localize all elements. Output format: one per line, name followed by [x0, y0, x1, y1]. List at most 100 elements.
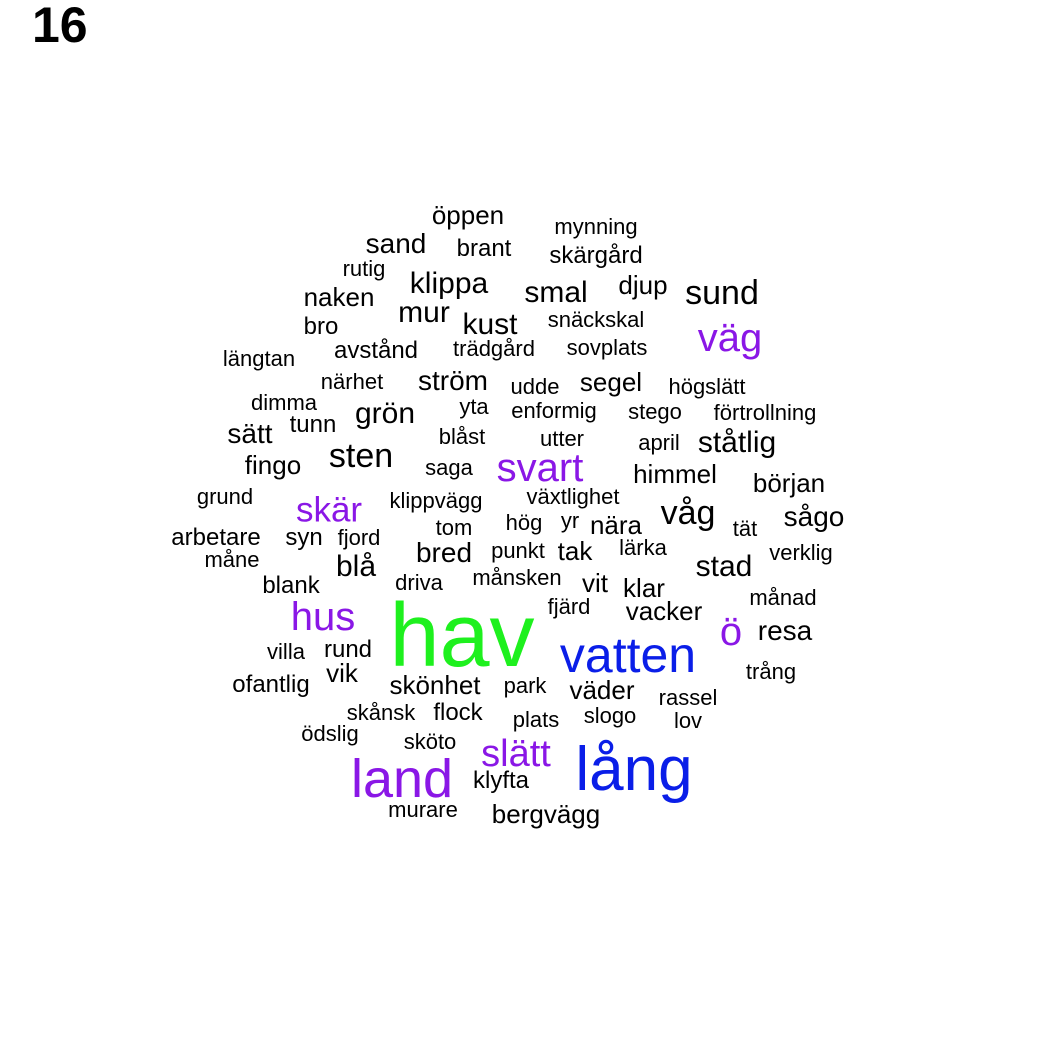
- cloud-word: vit: [582, 568, 608, 598]
- cloud-word: utter: [539, 426, 585, 451]
- cloud-word: sågo: [783, 501, 845, 532]
- cloud-word: verklig: [769, 540, 833, 565]
- cloud-word: lov: [673, 708, 703, 733]
- cloud-word: mur: [398, 296, 450, 329]
- cloud-word: fingo: [244, 450, 302, 480]
- cloud-word: kust: [462, 308, 518, 341]
- cloud-word: måne: [204, 547, 260, 572]
- cloud-word: sten: [328, 437, 394, 475]
- cloud-word: grund: [196, 484, 254, 509]
- cloud-word: skönhet: [389, 670, 481, 700]
- cloud-word: enformig: [511, 398, 597, 423]
- cloud-word: driva: [395, 570, 443, 595]
- cloud-word: månsken: [472, 565, 562, 590]
- cloud-word: stego: [628, 399, 682, 424]
- cloud-word: plats: [512, 707, 560, 732]
- cloud-word: förtrollning: [713, 400, 817, 425]
- cloud-word: väg: [697, 316, 763, 360]
- page-number-label: 16: [32, 0, 88, 53]
- cloud-word: öppen: [431, 200, 505, 230]
- cloud-word: rassel: [658, 685, 718, 710]
- cloud-word: brant: [456, 235, 512, 262]
- cloud-word: hus: [290, 595, 356, 639]
- cloud-word: sovplats: [566, 335, 648, 360]
- cloud-word: klar: [623, 573, 665, 603]
- cloud-word: tunn: [289, 411, 337, 438]
- cloud-word: sköto: [403, 729, 457, 754]
- cloud-word: bro: [303, 313, 339, 340]
- cloud-word: svart: [496, 446, 584, 490]
- cloud-word: klippvägg: [389, 488, 483, 513]
- cloud-word: väder: [569, 675, 635, 705]
- cloud-word: park: [503, 673, 547, 698]
- cloud-word: stad: [695, 550, 753, 583]
- cloud-word: vik: [326, 658, 358, 688]
- cloud-word: murare: [388, 797, 458, 822]
- cloud-word: trång: [745, 659, 797, 684]
- cloud-word: tät: [732, 516, 758, 541]
- cloud-word: mynning: [554, 214, 638, 239]
- cloud-word: ström: [418, 365, 488, 396]
- cloud-word: bergvägg: [491, 799, 601, 829]
- cloud-word: skärgård: [549, 242, 643, 269]
- cloud-word: tom: [435, 515, 473, 540]
- cloud-word: naken: [303, 282, 375, 312]
- cloud-word: smal: [524, 276, 588, 309]
- cloud-word: hög: [505, 510, 543, 535]
- cloud-word: sätt: [227, 418, 273, 449]
- cloud-word: ofantlig: [232, 671, 310, 698]
- cloud-word: lärka: [619, 535, 667, 560]
- cloud-word: slätt: [481, 733, 551, 775]
- cloud-word: rutig: [342, 256, 386, 281]
- cloud-word: dimma: [250, 390, 318, 415]
- cloud-word: sund: [685, 274, 759, 312]
- cloud-word: klippa: [409, 267, 489, 300]
- cloud-word: blank: [262, 572, 320, 599]
- cloud-word: land: [350, 749, 454, 809]
- cloud-word: rund: [323, 636, 373, 663]
- cloud-word: ståtlig: [697, 426, 777, 459]
- cloud-word: flock: [433, 699, 483, 726]
- cloud-word: längtan: [222, 346, 296, 371]
- cloud-word: sand: [365, 228, 427, 259]
- cloud-word: villa: [267, 639, 305, 664]
- cloud-word: snäckskal: [547, 307, 645, 332]
- cloud-word: närhet: [320, 369, 384, 394]
- cloud-word: vacker: [625, 596, 703, 626]
- cloud-word: slogo: [583, 703, 637, 728]
- cloud-word: skär: [295, 490, 363, 530]
- cloud-word: himmel: [633, 459, 717, 489]
- cloud-word: början: [752, 468, 826, 498]
- cloud-word: arbetare: [171, 524, 261, 551]
- cloud-word: syn: [285, 524, 323, 551]
- cloud-word: djup: [618, 270, 668, 300]
- cloud-word: grön: [354, 397, 416, 430]
- cloud-word: bred: [415, 537, 473, 568]
- cloud-word: ödslig: [301, 721, 359, 746]
- cloud-word: yta: [459, 394, 489, 419]
- cloud-word: ö: [719, 610, 743, 654]
- cloud-word: avstånd: [333, 337, 419, 364]
- cloud-word: yr: [560, 508, 580, 533]
- cloud-word: växtlighet: [526, 484, 620, 509]
- cloud-word: segel: [579, 367, 643, 397]
- cloud-word: vatten: [559, 627, 697, 683]
- cloud-word: nära: [589, 510, 643, 540]
- cloud-word: punkt: [491, 538, 545, 563]
- cloud-word: våg: [660, 494, 716, 532]
- cloud-word: resa: [757, 615, 813, 646]
- cloud-word: fjärd: [547, 594, 591, 619]
- cloud-word: april: [638, 430, 680, 455]
- cloud-word: fjord: [337, 525, 381, 550]
- cloud-word: klyfta: [472, 767, 530, 794]
- cloud-word: blå: [335, 550, 377, 583]
- cloud-word: saga: [425, 455, 473, 480]
- cloud-word: blåst: [438, 424, 486, 449]
- cloud-word: trädgård: [453, 336, 535, 361]
- cloud-word: udde: [510, 374, 560, 399]
- cloud-word: skånsk: [346, 700, 416, 725]
- cloud-word: tak: [557, 536, 593, 566]
- cloud-word: lång: [575, 735, 693, 804]
- cloud-word: högslätt: [668, 374, 746, 399]
